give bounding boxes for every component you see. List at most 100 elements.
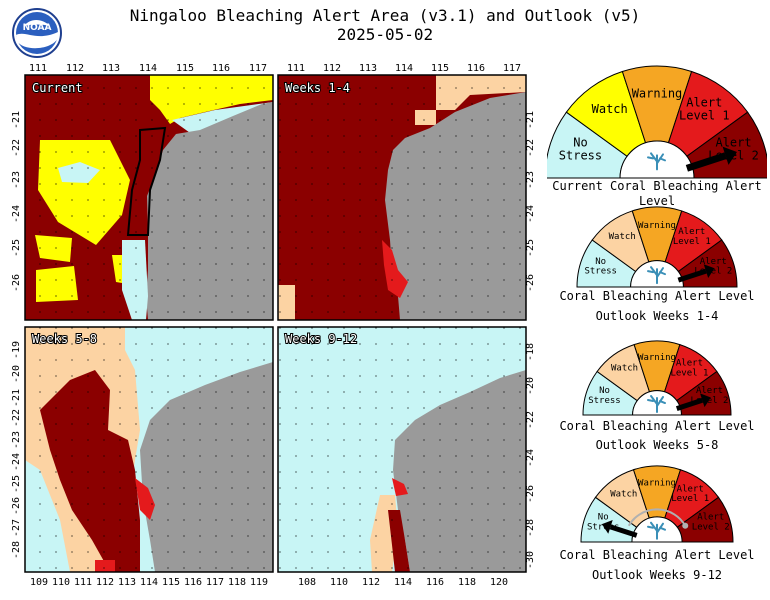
svg-text:-18: -18 <box>525 343 536 361</box>
svg-text:115: 115 <box>162 577 180 588</box>
gauge-label-watch: Watch <box>609 232 636 242</box>
svg-text:-21: -21 <box>11 111 22 129</box>
map-panel-weeks-9-12 <box>278 327 526 572</box>
svg-text:-26: -26 <box>11 274 22 292</box>
svg-text:116: 116 <box>467 63 485 74</box>
map-area: Current Weeks 1-4 Weeks 5-8 Weeks 9-12 1… <box>11 63 536 588</box>
axis-right-lat-top: -21 -22 -23 -24 -25 -26 <box>525 111 536 292</box>
svg-text:116: 116 <box>426 577 444 588</box>
svg-text:-19: -19 <box>11 341 22 359</box>
svg-text:114: 114 <box>395 63 413 74</box>
svg-text:119: 119 <box>250 577 268 588</box>
svg-text:-26: -26 <box>525 274 536 292</box>
svg-text:115: 115 <box>176 63 194 74</box>
gauge-caption: Coral Bleaching Alert Level <box>559 548 755 562</box>
svg-text:109: 109 <box>30 577 48 588</box>
gauge-label-alert1: Alert Level 1 <box>670 358 708 378</box>
coral-icon <box>647 395 666 414</box>
svg-text:-22: -22 <box>11 139 22 157</box>
svg-text:-23: -23 <box>525 171 536 189</box>
axis-bottom-left-lon: 109 110 111 112 113 114 115 116 117 118 … <box>30 577 268 588</box>
svg-text:-25: -25 <box>11 475 22 493</box>
svg-text:114: 114 <box>139 63 157 74</box>
gauge-label-no-stress: No Stress <box>559 136 602 163</box>
gauge-change-dot <box>682 522 689 529</box>
svg-text:-21: -21 <box>11 389 22 407</box>
svg-text:-20: -20 <box>11 365 22 383</box>
svg-text:-23: -23 <box>11 431 22 449</box>
gauge-pointer-arrow <box>601 520 638 538</box>
axis-bottom-right-lon: 108 110 112 114 116 118 120 <box>298 577 508 588</box>
gauge-label-no-stress: No Stress <box>584 257 617 277</box>
svg-text:112: 112 <box>323 63 341 74</box>
svg-text:112: 112 <box>66 63 84 74</box>
svg-text:110: 110 <box>52 577 70 588</box>
svg-text:-30: -30 <box>525 551 536 569</box>
title-date: 2025-05-02 <box>336 25 434 44</box>
gauge-caption: Current Coral Bleaching Alert Level <box>552 179 762 208</box>
panel-label-weeks-5-8: Weeks 5-8 <box>32 332 97 346</box>
map-panel-weeks-1-4 <box>278 75 526 320</box>
gauge-caption: Coral Bleaching Alert Level <box>559 419 755 433</box>
svg-text:-24: -24 <box>525 205 536 223</box>
map-panel-current <box>25 75 273 320</box>
gauge-label-watch: Watch <box>610 489 637 499</box>
gauge-label-warning: Warning <box>638 221 676 231</box>
svg-text:113: 113 <box>118 577 136 588</box>
gauge-pointer-arrow <box>685 146 737 172</box>
gauge-weeks-5-8: No Stress Watch Warning Alert Level 1 Alert Lev… <box>547 337 767 462</box>
gauge-label-warning: Warning <box>638 478 676 488</box>
svg-text:-24: -24 <box>11 453 22 471</box>
gauge-weeks-1-4: No Stress Watch Warning Alert Level 1 Alert Lev… <box>547 203 767 328</box>
svg-text:118: 118 <box>458 577 476 588</box>
coral-icon <box>647 266 666 285</box>
coral-icon <box>647 152 666 171</box>
svg-text:117: 117 <box>503 63 521 74</box>
svg-text:-21: -21 <box>525 111 536 129</box>
coral-icon <box>647 521 666 540</box>
title-line-1: Ningaloo Bleaching Alert Area (v3.1) and… <box>129 6 641 25</box>
svg-text:-26: -26 <box>11 497 22 515</box>
axis-left-lat-top: -21 -22 -23 -24 -25 -26 <box>11 111 22 292</box>
gauge-label-alert1: Alert Level 1 <box>679 95 730 122</box>
gauge-label-no-stress: No Stress <box>587 513 620 533</box>
map-panel-weeks-5-8 <box>25 327 273 572</box>
svg-text:113: 113 <box>102 63 120 74</box>
svg-text:114: 114 <box>394 577 412 588</box>
svg-text:120: 120 <box>490 577 508 588</box>
gauge-label-warning: Warning <box>638 353 676 363</box>
svg-text:-28: -28 <box>11 541 22 559</box>
noaa-logo: NOAA <box>12 8 62 58</box>
svg-text:111: 111 <box>74 577 92 588</box>
svg-text:112: 112 <box>362 577 380 588</box>
svg-text:-23: -23 <box>11 171 22 189</box>
gauge-label-watch: Watch <box>611 363 638 373</box>
panel-label-weeks-1-4: Weeks 1-4 <box>285 81 350 95</box>
svg-text:110: 110 <box>330 577 348 588</box>
gauge-label-warning: Warning <box>632 87 683 101</box>
axis-right-lat-bottom: -18 -20 -22 -24 -26 -28 -30 <box>525 343 536 569</box>
svg-text:-22: -22 <box>11 409 22 427</box>
svg-text:112: 112 <box>96 577 114 588</box>
axis-top-left-lon: 111 112 113 114 115 116 117 <box>29 63 267 74</box>
gauge-label-alert1: Alert Level 1 <box>671 484 709 504</box>
svg-text:113: 113 <box>359 63 377 74</box>
svg-text:114: 114 <box>140 577 158 588</box>
svg-text:-25: -25 <box>525 239 536 257</box>
svg-text:116: 116 <box>184 577 202 588</box>
svg-text:-20: -20 <box>525 377 536 395</box>
svg-text:-28: -28 <box>525 519 536 537</box>
gauge-label-no-stress: No Stress <box>588 386 621 406</box>
panel-label-weeks-9-12: Weeks 9-12 <box>285 332 357 346</box>
svg-text:-22: -22 <box>525 411 536 429</box>
svg-text:117: 117 <box>249 63 267 74</box>
gauge-pointer-arrow <box>675 393 711 411</box>
noaa-logo-text: NOAA <box>23 23 52 33</box>
